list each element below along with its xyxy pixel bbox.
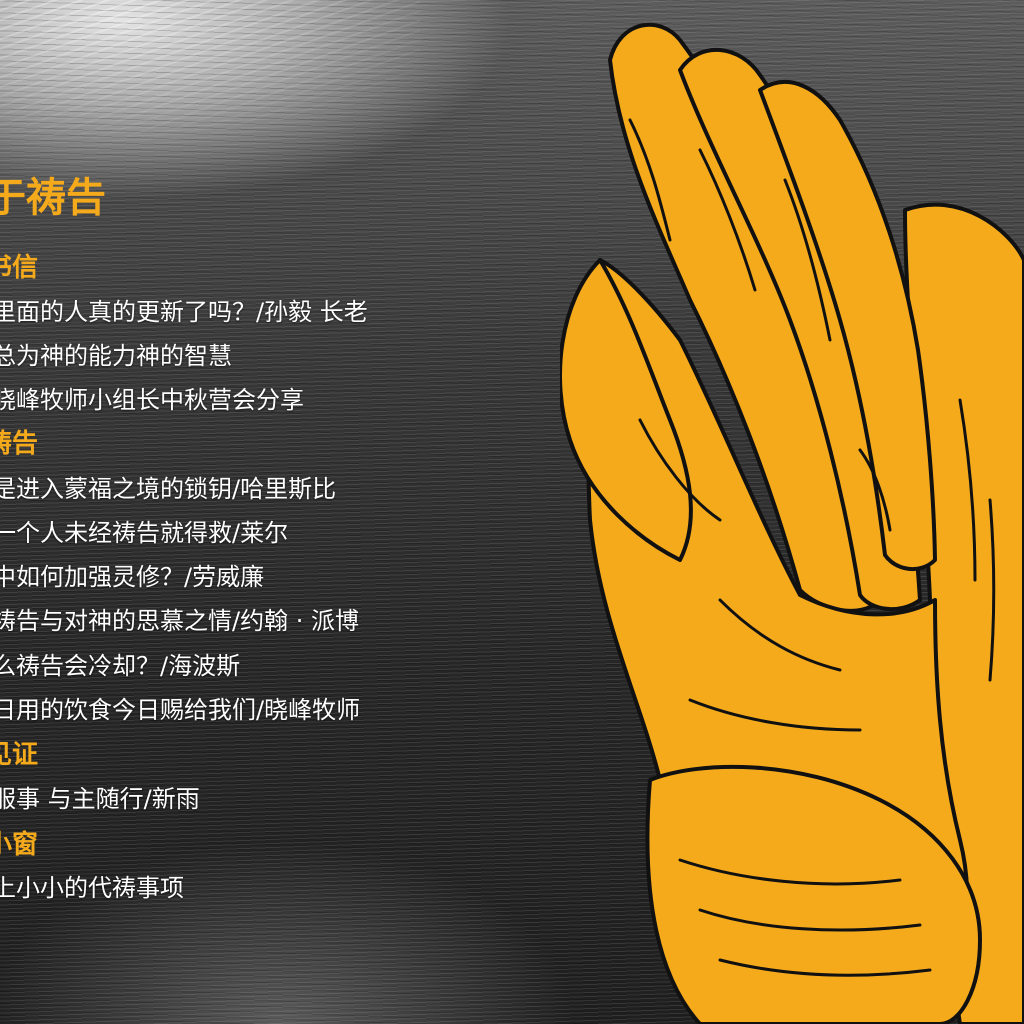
section-heading-prayer: 祷告 — [0, 429, 39, 459]
praying-hands-icon — [560, 22, 1024, 1024]
article-link[interactable]: 日用的饮食今日赐给我们/晓峰牧师 — [0, 696, 361, 724]
article-link[interactable]: 晓峰牧师小组长中秋营会分享 — [0, 386, 304, 414]
article-link[interactable]: 祷告与对神的思慕之情/约翰 · 派博 — [0, 607, 359, 635]
article-link[interactable]: 总为神的能力神的智慧 — [0, 342, 232, 370]
article-link[interactable]: 服事 与主随行/新雨 — [0, 785, 200, 813]
section-heading-letters: 书信 — [0, 253, 39, 283]
article-index: 于祷告 书信 里面的人真的更新了吗？/孙毅 长老 总为神的能力神的智慧 晓峰牧师… — [0, 175, 368, 902]
light-rays — [0, 0, 420, 150]
article-link[interactable]: 中如何加强灵修？/劳威廉 — [0, 563, 265, 591]
article-link[interactable]: 一个人未经祷告就得救/莱尔 — [0, 519, 289, 547]
article-link[interactable]: 上小小的代祷事项 — [0, 874, 184, 902]
section-heading-window: 小窗 — [0, 830, 39, 860]
section-heading-testimony: 见证 — [0, 740, 39, 770]
article-link[interactable]: 里面的人真的更新了吗？/孙毅 长老 — [0, 298, 368, 326]
article-link[interactable]: 么祷告会冷却？/海波斯 — [0, 652, 241, 680]
page-title: 于祷告 — [0, 175, 106, 221]
article-link[interactable]: 是进入蒙福之境的锁钥/哈里斯比 — [0, 475, 337, 503]
